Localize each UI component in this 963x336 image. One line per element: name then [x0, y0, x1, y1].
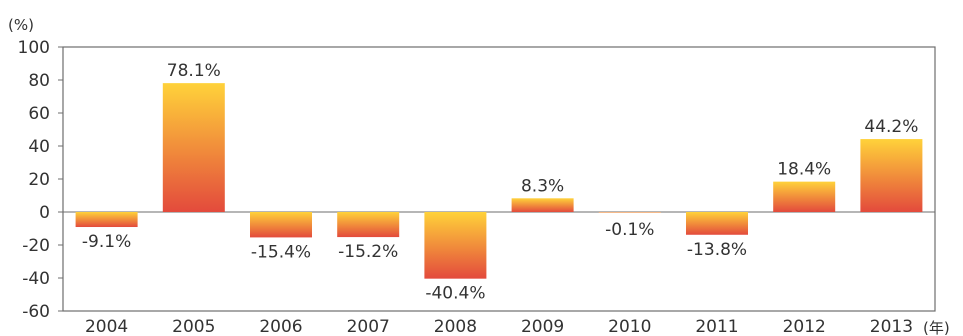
- y-tick-label: -40: [22, 269, 50, 289]
- data-label-2007: -15.2%: [338, 242, 398, 262]
- y-tick-label: 60: [28, 104, 50, 124]
- x-tick-label: 2012: [783, 317, 826, 336]
- x-tick-label: 2013: [870, 317, 913, 336]
- x-tick-label: 2008: [434, 317, 477, 336]
- bar-2011: [686, 212, 748, 235]
- bar-2005: [162, 83, 225, 212]
- bar-2013: [860, 139, 923, 212]
- y-tick-label: 100: [18, 38, 50, 58]
- bar-2007: [337, 212, 400, 238]
- x-tick-label: 2010: [608, 317, 651, 336]
- data-label-2011: -13.8%: [687, 240, 747, 260]
- bar-2012: [773, 181, 836, 212]
- bar-2004: [75, 212, 138, 228]
- data-label-2012: 18.4%: [777, 160, 831, 180]
- x-tick-label: 2006: [259, 317, 302, 336]
- data-label-2013: 44.2%: [864, 117, 918, 137]
- y-tick-label: 20: [28, 170, 50, 190]
- x-tick-label: 2011: [695, 317, 738, 336]
- data-label-2004: -9.1%: [82, 232, 131, 252]
- x-tick-label: 2007: [347, 317, 390, 336]
- x-tick-label: 2004: [85, 317, 128, 336]
- bar-2006: [250, 212, 312, 238]
- bar-2009: [511, 198, 574, 212]
- bar-2010: [598, 212, 661, 213]
- x-unit-label: (年): [923, 319, 950, 336]
- bar-2008: [424, 212, 487, 279]
- y-tick-label: -60: [22, 302, 50, 322]
- data-label-2006: -15.4%: [251, 242, 311, 262]
- y-unit-label: (%): [8, 16, 34, 34]
- data-label-2010: -0.1%: [605, 220, 654, 240]
- data-label-2009: 8.3%: [521, 176, 564, 196]
- x-tick-label: 2009: [521, 317, 564, 336]
- y-tick-label: -20: [22, 236, 50, 256]
- y-tick-label: 0: [39, 203, 50, 223]
- y-tick-label: 80: [28, 71, 50, 91]
- data-label-2005: 78.1%: [167, 61, 221, 81]
- x-tick-label: 2005: [172, 317, 215, 336]
- y-tick-label: 40: [28, 137, 50, 157]
- data-label-2008: -40.4%: [425, 284, 485, 304]
